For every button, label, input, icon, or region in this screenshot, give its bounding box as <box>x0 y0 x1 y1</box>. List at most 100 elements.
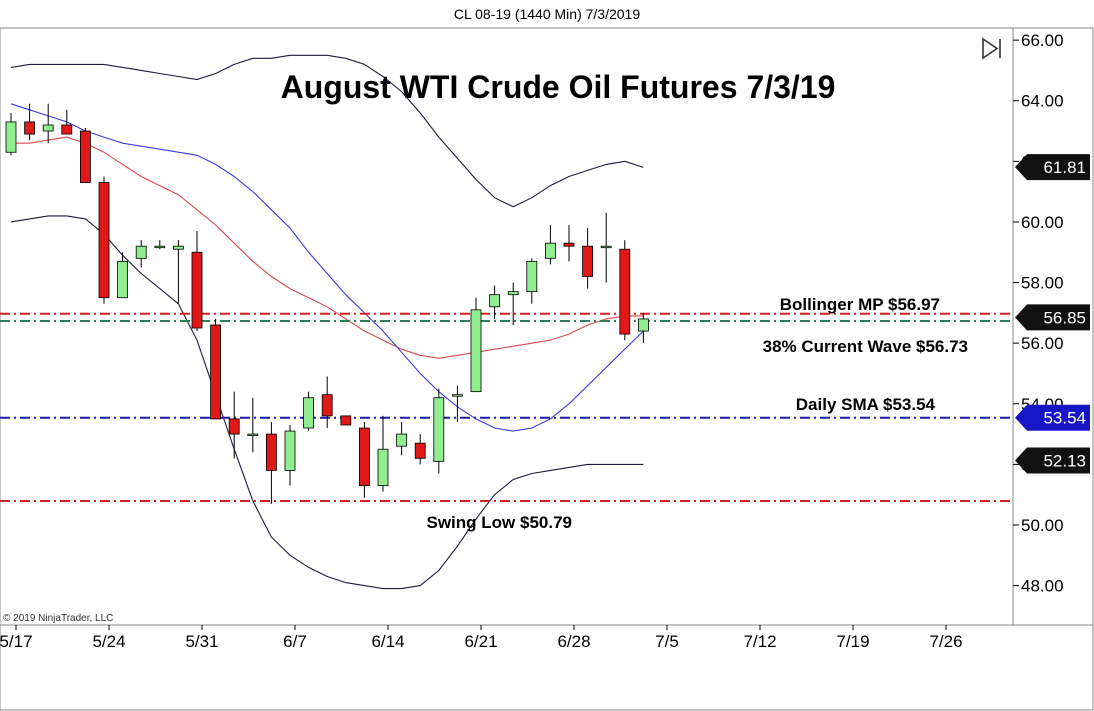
candle-body <box>117 260 128 299</box>
candle-body <box>545 242 556 259</box>
y-tick-label: 50.00 <box>1021 516 1064 535</box>
candle <box>451 385 463 422</box>
x-tick-label: 5/24 <box>92 632 125 651</box>
candle <box>303 391 315 432</box>
play-icon[interactable] <box>982 37 1001 60</box>
sma-value-badge: 53.54 <box>1015 404 1090 431</box>
candle-body <box>154 245 166 249</box>
candle-body <box>265 433 277 471</box>
candle <box>321 376 333 429</box>
swing-low-annotation: Swing Low $50.79 <box>427 513 573 532</box>
badge-value: 61.81 <box>1043 158 1086 177</box>
middle-band-line <box>11 136 644 359</box>
x-tick-label: 6/7 <box>283 632 307 651</box>
candle <box>24 103 36 141</box>
candle-body <box>191 251 203 329</box>
candle-body <box>228 418 240 435</box>
candle <box>619 240 631 341</box>
candle <box>265 421 277 504</box>
candle <box>210 318 222 420</box>
x-tick-label: 5/17 <box>0 632 33 651</box>
chart-header: CL 08-19 (1440 Min) 7/3/2019 <box>453 6 641 22</box>
candle-body <box>451 394 463 397</box>
candle-body <box>489 294 501 308</box>
candle <box>489 285 501 319</box>
candle-body <box>98 182 110 299</box>
candle-body <box>61 124 73 135</box>
candle <box>191 231 203 332</box>
candle-body <box>284 430 296 471</box>
candle <box>638 312 649 344</box>
candle-body <box>321 394 333 417</box>
x-tick-label: 7/12 <box>743 632 776 651</box>
candle-body <box>42 124 54 132</box>
candle <box>61 109 73 135</box>
candle <box>433 388 445 474</box>
candle <box>284 424 296 486</box>
badge-value: 53.54 <box>1043 409 1086 428</box>
candle <box>563 224 575 262</box>
candles <box>5 103 649 504</box>
x-tick-label: 6/21 <box>464 632 497 651</box>
candle-body <box>433 397 445 462</box>
candle-body <box>582 245 593 277</box>
candle-body <box>470 309 482 393</box>
daily-sma-line <box>10 103 644 432</box>
copyright-text: © 2019 NinjaTrader, LLC <box>3 613 113 624</box>
candle-body <box>172 245 184 250</box>
chart-title: August WTI Crude Oil Futures 7/3/19 <box>281 69 836 105</box>
candle <box>135 240 147 268</box>
candle-body <box>135 245 147 259</box>
candle <box>507 282 519 325</box>
candle <box>600 212 612 283</box>
upper-band-value-badge: 61.81 <box>1015 154 1090 181</box>
x-tick-label: 7/19 <box>836 632 869 651</box>
y-tick-label: 56.00 <box>1021 334 1064 353</box>
y-tick-label: 48.00 <box>1021 577 1064 596</box>
candle <box>247 397 259 453</box>
candle-body <box>507 291 519 296</box>
candle <box>358 421 370 498</box>
lower-band-value-badge: 52.13 <box>1015 447 1090 474</box>
badge-value: 52.13 <box>1043 451 1086 470</box>
current-wave-annotation: 38% Current Wave $56.73 <box>763 337 968 356</box>
candle <box>526 258 538 304</box>
candle <box>582 228 593 289</box>
indicator-lines <box>10 54 644 590</box>
last-price-badge: 56.85 <box>1015 304 1090 331</box>
y-tick-label: 64.00 <box>1021 92 1064 111</box>
candle-body <box>24 121 36 135</box>
upper-band-line <box>10 54 644 208</box>
candle-body <box>526 260 538 293</box>
x-tick-label: 6/28 <box>557 632 590 651</box>
candle-body <box>340 415 352 426</box>
annotations: Bollinger MP $56.97 38% Current Wave $56.… <box>427 295 969 532</box>
x-tick-label: 7/5 <box>655 632 679 651</box>
candle <box>470 297 482 393</box>
x-tick-label: 7/26 <box>929 632 962 651</box>
candle <box>98 176 110 304</box>
price-badges: 61.81 56.85 53.54 52.13 <box>1015 154 1090 474</box>
candle-body <box>303 397 315 429</box>
candle <box>414 434 426 465</box>
candle <box>154 240 166 250</box>
x-tick-label: 5/31 <box>185 632 218 651</box>
candle <box>228 391 240 459</box>
candle-body <box>80 130 91 183</box>
bollinger-mp-annotation: Bollinger MP $56.97 <box>780 295 940 314</box>
candle <box>5 112 17 156</box>
candle <box>42 103 54 144</box>
candle <box>340 415 352 426</box>
y-tick-label: 60.00 <box>1021 213 1064 232</box>
badge-value: 56.85 <box>1043 308 1086 327</box>
candle-body <box>5 121 17 153</box>
candle <box>377 415 389 492</box>
candle-body <box>396 433 408 447</box>
candle-body <box>210 324 222 420</box>
x-axis-panel <box>0 624 1094 711</box>
plot-area <box>0 27 1014 626</box>
candle-body <box>247 433 259 436</box>
candle <box>172 240 184 304</box>
candle <box>80 128 91 183</box>
